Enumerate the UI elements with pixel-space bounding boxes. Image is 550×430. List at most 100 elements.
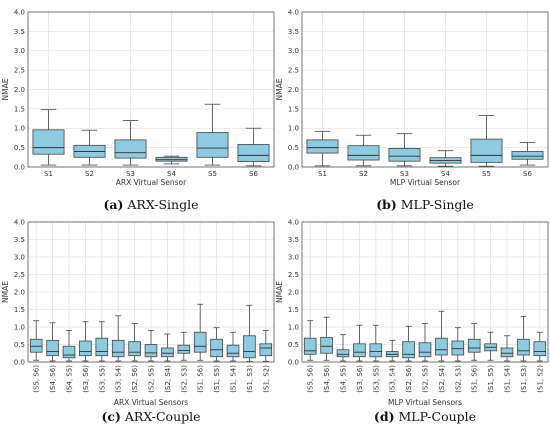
chart-panel-2: 0.0 0.5 1.0 1.5 2.0 2.5 3.0 3.5 4.0 S1 S2 S3 S4 S5 S6 M… [275,8,549,212]
box-s4-s6 [320,316,333,361]
x-tick-label: (S2, S3) [454,365,462,393]
box-s6 [237,127,270,167]
x-tick-label: (S1, S4) [230,365,238,393]
box-s1-s5 [484,331,497,361]
x-tick-label: S5 [208,170,217,178]
x-tick-label: (S4, S6) [323,365,331,393]
x-tick-label: (S3, S6) [356,365,364,393]
box-s3-s4 [111,315,125,362]
x-tick-label: S6 [249,170,258,178]
y-tick-label: 1.5 [14,105,25,113]
plot-area-frame [27,221,275,363]
x-tick-label: S2 [85,170,94,178]
x-tick-label: (S2, S5) [422,365,430,393]
box-iqr [470,138,503,163]
y-tick-label: 3.5 [288,236,299,244]
box-s6 [511,142,544,166]
y-tick-label: 4.0 [14,8,25,16]
x-tick-label: (S2, S4) [438,365,446,393]
x-tick-label: (S1, S6) [471,365,479,393]
panel-caption-letter: (c) [101,409,120,424]
panel-caption: (c) ARX-Couple [101,409,200,424]
y-tick-label: 2.0 [288,86,299,94]
x-tick-label: (S1, S3) [520,365,528,393]
x-tick-label: S5 [482,170,491,178]
panel-caption-text: ARX-Single [123,197,198,212]
box-iqr [193,331,207,353]
box-s5 [196,103,229,166]
x-tick-label: (S3, S4) [389,365,397,393]
y-tick-label: 2.0 [14,288,25,296]
y-tick-label: 0.5 [288,341,299,349]
panel-caption: (a) ARX-Single [103,197,198,212]
x-tick-label: (S1, S2) [262,365,270,393]
y-tick-label: 3.0 [14,47,25,55]
box-iqr [306,139,339,154]
x-tick-label: S1 [44,170,53,178]
box-iqr [237,144,270,162]
box-iqr [388,147,421,162]
y-tick-label: 0.5 [288,144,299,152]
box-iqr [210,338,223,358]
panel-caption: (b) MLP-Single [376,197,474,212]
y-tick-label: 0.5 [14,341,25,349]
y-tick-label: 3.5 [14,28,25,36]
box-s1-s3 [243,304,256,362]
panel-caption-letter: (b) [376,197,397,212]
y-tick-label: 0.0 [14,358,25,366]
x-tick-label: (S1, S2) [536,365,544,393]
box-s1-s6 [467,323,481,361]
x-tick-label: (S1, S6) [197,365,205,393]
x-tick-label: (S5, S6) [33,365,41,393]
y-axis-label: NMAE [1,78,10,100]
box-iqr [418,342,432,358]
x-tick-label: (S2, S5) [148,365,156,393]
x-tick-label: (S2, S6) [405,365,413,393]
x-tick-label: (S3, S6) [82,365,90,393]
x-tick-label: (S4, S6) [49,365,57,393]
box-s1-s6 [193,303,207,361]
x-tick-label: S1 [318,170,327,178]
x-tick-label: (S3, S4) [115,365,123,393]
box-iqr [111,339,125,358]
box-s3 [114,120,147,166]
box-s3-s5 [95,321,109,362]
y-axis-label: NMAE [275,78,284,100]
box-s2 [347,134,380,167]
box-s1-s3 [517,316,530,362]
box-s4-s6 [46,322,59,362]
box-iqr [196,132,229,158]
y-tick-label: 3.5 [14,236,25,244]
x-tick-label: S6 [523,170,532,178]
box-iqr [353,343,366,358]
x-axis-label: MLP Virtual Sensors [388,398,462,407]
box-iqr [161,347,174,358]
box-iqr [336,349,350,358]
box-iqr [46,339,59,357]
box-s4 [429,150,462,167]
chart-panel-4: 0.0 0.5 1.0 1.5 2.0 2.5 3.0 3.5 4.0 (S5, S6) (S4, … [275,218,549,424]
box-iqr [435,337,448,356]
y-tick-label: 2.0 [288,288,299,296]
box-s4-s5 [62,330,76,362]
box-iqr [347,145,380,161]
y-tick-label: 2.0 [14,86,25,94]
x-tick-label: (S2, S4) [164,365,172,393]
box-s1-s4 [500,335,514,362]
box-iqr [62,345,76,359]
box-s2-s3 [177,331,191,361]
x-tick-label: (S2, S6) [131,365,139,393]
box-iqr [29,338,43,353]
box-s2-s4 [435,310,448,362]
box-iqr [259,343,273,357]
box-s3-s6 [353,324,366,362]
y-tick-label: 2.5 [288,67,299,75]
chart-panel-1: 0.0 0.5 1.0 1.5 2.0 2.5 3.0 3.5 4.0 S1 S2 S3 S4 S5 S6 A… [1,8,275,212]
x-tick-label: (S3, S5) [98,365,106,393]
box-iqr [467,338,481,353]
box-s1-s2 [533,331,547,362]
y-tick-label: 1.0 [14,323,25,331]
box-iqr [79,340,92,357]
y-tick-label: 4.0 [14,218,25,226]
